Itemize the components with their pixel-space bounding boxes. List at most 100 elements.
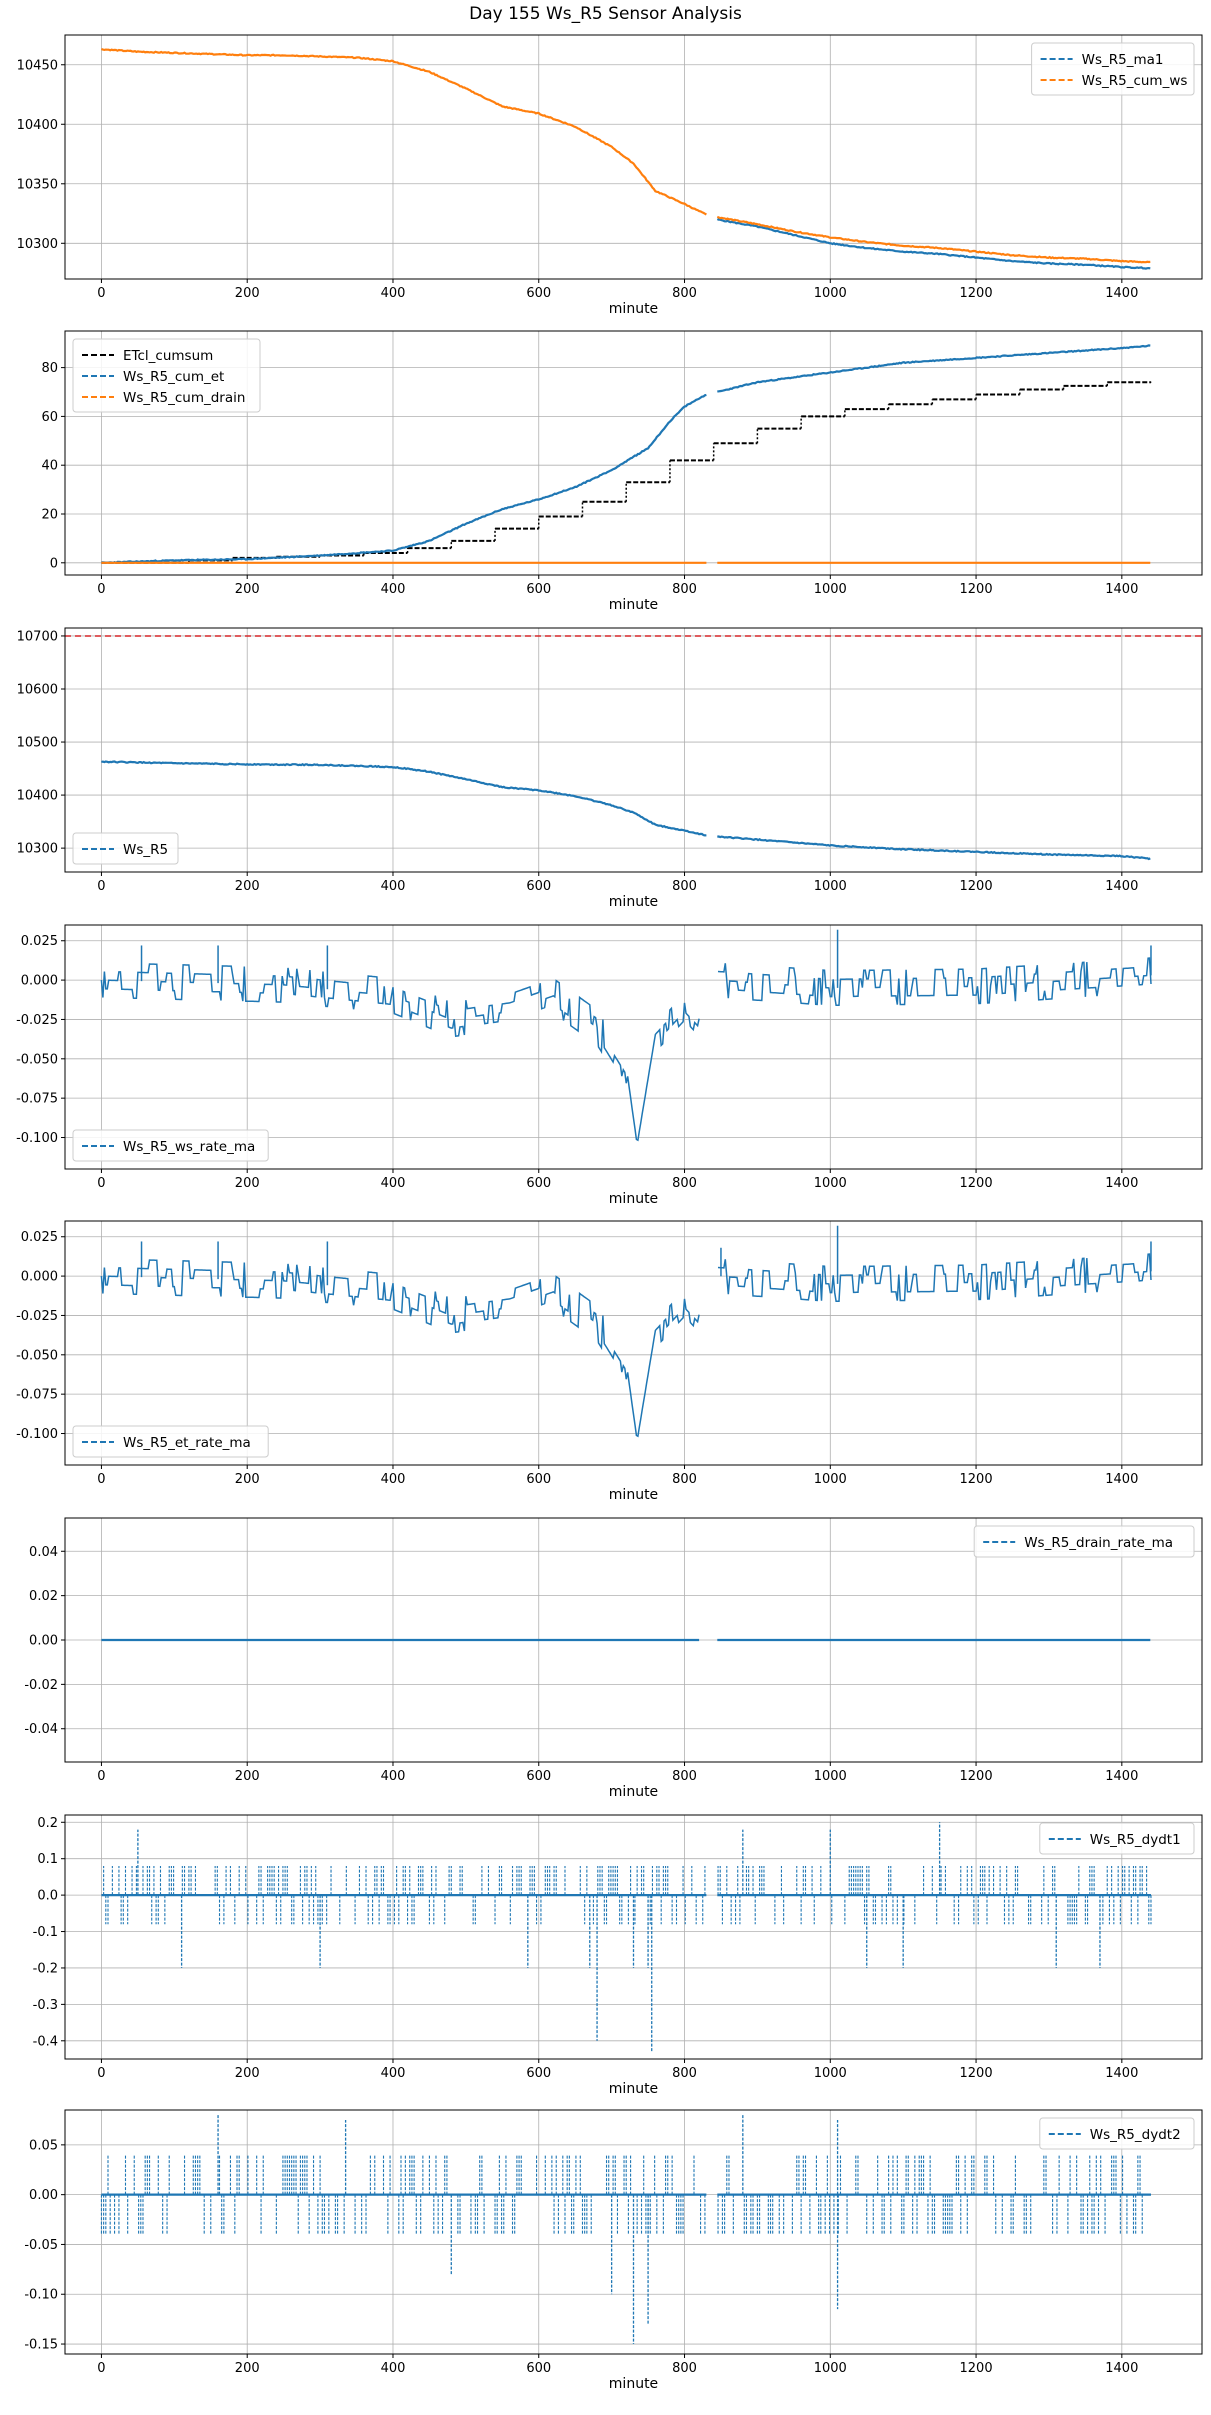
y-tick-label: 0.2 (37, 1816, 58, 1831)
x-axis-label: minute (609, 2376, 658, 2392)
x-tick-label: 1400 (1105, 286, 1138, 301)
y-tick-label: -0.10 (24, 2288, 58, 2303)
y-tick-label: 10600 (17, 683, 58, 698)
x-tick-label: 0 (97, 2361, 105, 2376)
y-tick-label: 0.00 (29, 1634, 58, 1649)
series-Ws_R5_et_rate_ma (100, 1225, 1152, 1438)
y-tick-label: -0.02 (24, 1678, 58, 1693)
x-tick-label: 800 (672, 879, 697, 894)
x-tick-label: 1200 (960, 582, 993, 597)
legend-label: Ws_R5_dydt1 (1090, 1832, 1181, 1848)
series-Ws_R5_ma1 (716, 218, 1151, 270)
legend: Ws_R5 (72, 832, 179, 865)
y-tick-label: 10350 (17, 177, 58, 192)
x-tick-label: 1000 (814, 286, 847, 301)
x-tick-label: 800 (672, 1176, 697, 1191)
y-tick-label: 0 (50, 556, 58, 571)
series-line (717, 957, 1152, 1006)
ticks: 0 200 400 600 800 1000 1200 1400 10300 10350 10400… (17, 58, 1139, 301)
x-tick-label: 1000 (814, 2361, 847, 2376)
series-line (101, 393, 707, 565)
y-tick-label: -0.075 (16, 1092, 58, 1107)
plot-area (100, 929, 1152, 1142)
legend: ETcl_cumsum Ws_R5_cum_et Ws_R5_cum_drain (72, 338, 261, 413)
legend-label: Ws_R5_cum_et (123, 369, 224, 385)
y-tick-label: 0.000 (21, 1270, 58, 1285)
axes-frame (64, 34, 1203, 280)
legend-label: Ws_R5_cum_drain (123, 390, 245, 406)
ticks: 0 200 400 600 800 1000 1200 1400 -0.04 -0.02 0.00 0… (24, 1545, 1138, 1784)
x-tick-label: 0 (97, 2066, 105, 2081)
ticks: 0 200 400 600 800 1000 1200 1400 -0.100 -0.075 -0.… (16, 934, 1138, 1191)
subplot-6: 0 200 400 600 800 1000 1200 1400 -0.04 -0.02 0.00 0… (24, 1517, 1203, 1800)
legend-label: Ws_R5 (123, 842, 168, 858)
x-tick-label: 1000 (814, 1769, 847, 1784)
plot-area (100, 2114, 1151, 2345)
x-tick-label: 1200 (960, 1769, 993, 1784)
grid (65, 628, 1202, 872)
x-tick-label: 1400 (1105, 2066, 1138, 2081)
x-tick-label: 200 (235, 2066, 260, 2081)
legend-label: Ws_R5_drain_rate_ma (1024, 1535, 1173, 1551)
legend: Ws_R5_dydt2 (1039, 2117, 1195, 2150)
y-tick-label: -0.05 (24, 2238, 58, 2253)
axes-frame (64, 2109, 1203, 2355)
ticks: 0 200 400 600 800 1000 1200 1400 -0.4 -0.3 -0.2 -0.… (33, 1816, 1139, 2081)
x-tick-label: 1200 (960, 2066, 993, 2081)
plot-area (101, 344, 1151, 565)
x-tick-label: 600 (526, 1176, 551, 1191)
x-tick-label: 800 (672, 2361, 697, 2376)
y-tick-label: 0.025 (21, 1230, 58, 1245)
x-axis-label: minute (609, 2081, 658, 2097)
legend-box (1039, 1822, 1195, 1855)
series-Ws_R5_dydt2 (100, 2114, 1151, 2345)
x-tick-label: 200 (235, 1472, 260, 1487)
series-line (717, 1253, 1152, 1302)
x-tick-label: 200 (235, 582, 260, 597)
y-tick-label: 60 (41, 410, 58, 425)
x-tick-label: 1200 (960, 286, 993, 301)
figure-title: Day 155 Ws_R5 Sensor Analysis (469, 4, 742, 24)
legend: Ws_R5_et_rate_ma (72, 1425, 269, 1458)
x-tick-label: 0 (97, 1472, 105, 1487)
x-axis-label: minute (609, 1191, 658, 1207)
ticks: 0 200 400 600 800 1000 1200 1400 10300 10400 10500… (17, 629, 1139, 894)
series-line (100, 963, 700, 1142)
y-tick-label: -0.050 (16, 1348, 58, 1363)
axes-frame (64, 1814, 1203, 2060)
y-tick-label: 10400 (17, 118, 58, 133)
x-tick-label: 200 (235, 1176, 260, 1191)
ticks: 0 200 400 600 800 1000 1200 1400 0 20 40 60 80 (41, 361, 1138, 597)
y-tick-label: -0.025 (16, 1013, 58, 1028)
x-tick-label: 0 (97, 879, 105, 894)
x-tick-label: 800 (672, 1769, 697, 1784)
y-tick-label: -0.100 (16, 1131, 58, 1146)
x-tick-label: 400 (381, 1176, 406, 1191)
series-Ws_R5_cum_ws (101, 48, 1151, 264)
x-axis-label: minute (609, 597, 658, 613)
axes-frame (64, 627, 1203, 873)
legend-label: Ws_R5_ma1 (1082, 52, 1164, 68)
legend-box (72, 832, 179, 865)
x-tick-label: 1400 (1105, 1472, 1138, 1487)
y-tick-label: 40 (41, 459, 58, 474)
legend-label: Ws_R5_cum_ws (1082, 73, 1188, 89)
x-tick-label: 1000 (814, 1472, 847, 1487)
x-tick-label: 800 (672, 2066, 697, 2081)
legend-label: Ws_R5_dydt2 (1090, 2127, 1181, 2143)
x-axis-label: minute (609, 1784, 658, 1800)
series-line (101, 48, 707, 216)
subplot-7: 0 200 400 600 800 1000 1200 1400 -0.4 -0.3 -0.2 -0.… (33, 1814, 1203, 2097)
axes-frame (64, 924, 1203, 1170)
legend-box (72, 338, 261, 413)
x-tick-label: 800 (672, 286, 697, 301)
x-axis-label: minute (609, 894, 658, 910)
plot-area (101, 760, 1151, 861)
legend-box (72, 1129, 269, 1162)
x-tick-label: 1200 (960, 1176, 993, 1191)
series-line (717, 835, 1151, 861)
x-tick-label: 1200 (960, 2361, 993, 2376)
y-tick-label: -0.050 (16, 1052, 58, 1067)
legend: Ws_R5_drain_rate_ma (973, 1525, 1195, 1558)
